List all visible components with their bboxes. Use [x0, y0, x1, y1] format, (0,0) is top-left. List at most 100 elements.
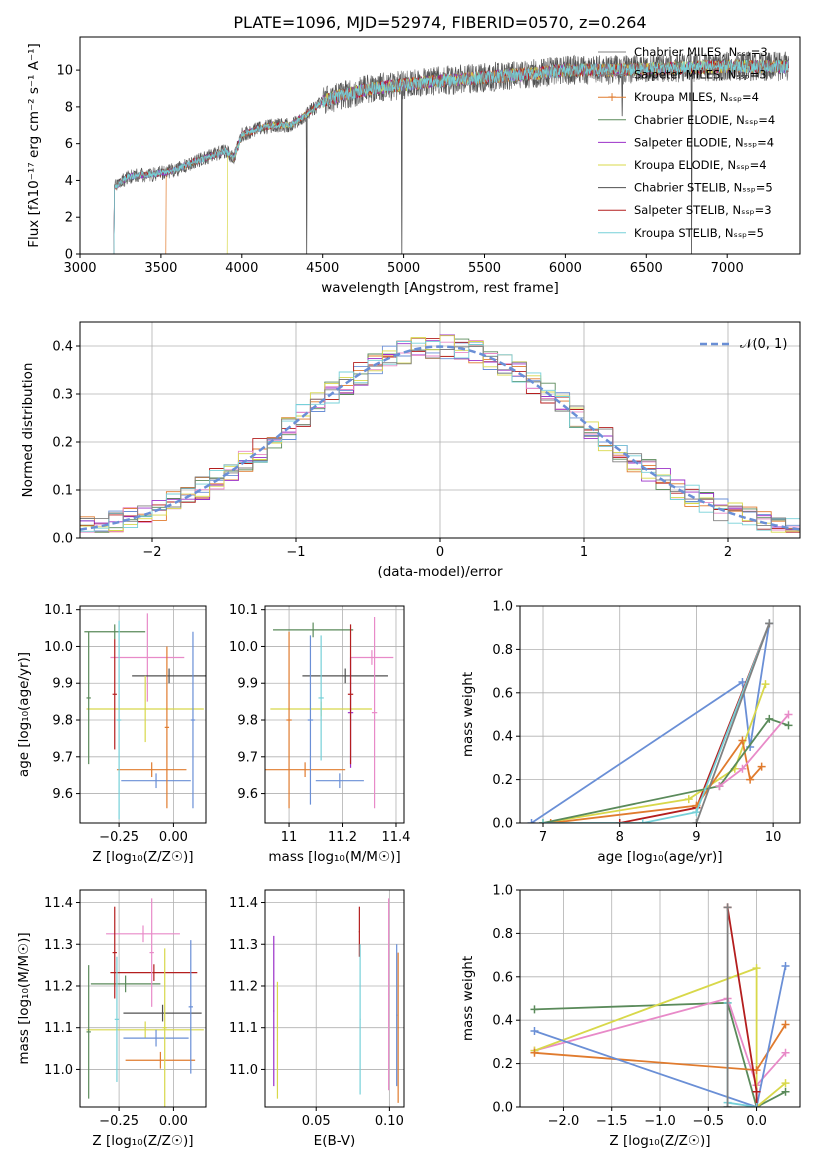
- x-tick-label: 6000: [549, 261, 582, 276]
- series-line: [726, 907, 758, 1107]
- legend-label: Kroupa STELIB, Nₛₛₚ=5: [634, 226, 764, 240]
- x-axis-label: Z [log₁₀(Z/Z☉)]: [92, 849, 193, 865]
- y-tick-label: 0: [65, 248, 73, 263]
- errorbar: [276, 981, 279, 1099]
- data-point: [738, 764, 747, 773]
- errorbar: [273, 935, 275, 1087]
- errorbar: [286, 631, 292, 809]
- errorbar: [397, 952, 399, 1103]
- y-tick-label: 0.8: [492, 643, 513, 658]
- y-tick-label: 0.8: [492, 927, 513, 942]
- x-tick-label: −1: [286, 545, 305, 560]
- x-axis-label: Z [log₁₀(Z/Z☉)]: [92, 1133, 193, 1149]
- errorbar: [350, 650, 394, 665]
- data-point: [692, 808, 701, 817]
- axes-frame: [79, 605, 207, 824]
- plot-area: [80, 334, 800, 538]
- data-point: [527, 819, 536, 823]
- y-tick-label: 11.3: [229, 938, 258, 953]
- chart-title: PLATE=1096, MJD=52974, FIBERID=0570, z=0…: [233, 13, 646, 32]
- x-tick-label: −2.0: [548, 1114, 580, 1129]
- data-point: [781, 1087, 790, 1096]
- x-tick-label: 7: [539, 830, 547, 845]
- data-point: [784, 721, 793, 730]
- data-point: [684, 795, 693, 804]
- x-axis-label: mass [log₁₀(M/M☉)]: [268, 849, 400, 865]
- errorbar: [125, 1051, 196, 1069]
- x-tick-label: 3500: [144, 261, 177, 276]
- gaussian-curve: [80, 345, 800, 531]
- x-axis-label: wavelength [Angstrom, rest frame]: [321, 280, 559, 296]
- x-tick-label: −0.25: [99, 1114, 139, 1129]
- errorbar: [307, 635, 314, 805]
- y-axis-label: Flux [fλ10⁻¹⁷ erg cm⁻² s⁻¹ A⁻¹]: [26, 43, 42, 248]
- errorbar: [116, 762, 187, 778]
- x-axis-label: age [log₁₀(age/yr)]: [597, 849, 722, 865]
- x-tick-label: 10: [765, 830, 782, 845]
- errorbar: [318, 635, 324, 761]
- errorbar: [123, 1029, 189, 1047]
- y-tick-label: 0.0: [492, 1101, 513, 1116]
- x-tick-label: −2: [142, 545, 161, 560]
- y-tick-label: 10.0: [44, 640, 73, 655]
- y-tick-label: 0.2: [492, 773, 513, 788]
- chart-weight_vs_age: 7 8 9 10 0.0 0.2 0.4 0.6 0.8 1.0 age [log₁₀(age/yr…: [460, 600, 801, 865]
- axes-frame: [79, 889, 207, 1108]
- y-tick-label: 0.2: [492, 1057, 513, 1072]
- y-tick-label: 9.9: [52, 677, 73, 692]
- x-tick-label: 3000: [63, 261, 96, 276]
- chart-mass_vs_Z: −0.25 0.00 11.0 11.1 11.2 11.3 11.4 Z [log₁₀(Z/…: [16, 889, 207, 1149]
- y-axis-label: mass weight: [460, 956, 476, 1041]
- y-axis-label: Normed distribution: [20, 363, 36, 498]
- legend-label: Salpeter STELIB, Nₛₛₚ=3: [634, 203, 772, 217]
- errorbar: [86, 675, 204, 743]
- x-tick-label: 0.10: [375, 1114, 404, 1129]
- y-tick-label: 11.2: [229, 979, 258, 994]
- x-tick-label: 5000: [387, 261, 420, 276]
- y-tick-label: 10.1: [44, 603, 73, 618]
- plot-area: [265, 617, 394, 809]
- x-tick-label: 0.00: [159, 1114, 188, 1129]
- y-tick-label: 9.7: [52, 750, 73, 765]
- x-tick-label: 11: [281, 830, 298, 845]
- series-line: [534, 1001, 786, 1107]
- chart-age_vs_mass: 11 11.2 11.4 9.6 9.7 9.8 9.9 10.0 10.1 mass [log₁…: [229, 603, 410, 865]
- y-tick-label: 0.4: [492, 1014, 513, 1029]
- x-tick-label: 2: [724, 545, 732, 560]
- x-tick-label: 4000: [225, 261, 258, 276]
- plot-area: [113, 50, 790, 254]
- x-tick-label: 8: [616, 830, 624, 845]
- y-tick-label: 11.2: [44, 979, 73, 994]
- chart-age_vs_Z: −0.25 0.00 9.6 9.7 9.8 9.9 10.0 10.1 Z [log₁₀(Z/…: [16, 603, 207, 865]
- errorbar: [358, 906, 360, 957]
- data-point: [638, 819, 647, 823]
- legend-label: Chabrier ELODIE, Nₛₛₚ=4: [634, 113, 775, 127]
- x-tick-label: 4500: [306, 261, 339, 276]
- y-tick-label: 4: [65, 174, 73, 189]
- y-tick-label: 11.4: [44, 896, 73, 911]
- y-tick-label: 11.3: [44, 938, 73, 953]
- axes-frame: [264, 605, 405, 824]
- x-tick-label: −0.5: [692, 1114, 724, 1129]
- legend-label: Chabrier STELIB, Nₛₛₚ=5: [634, 181, 773, 195]
- y-tick-label: 0.2: [52, 436, 73, 451]
- y-tick-label: 0.4: [492, 730, 513, 745]
- x-axis-label: (data-model)/error: [377, 564, 503, 580]
- data-point: [723, 903, 732, 912]
- chart-residuals: 𝒩(0, 1) −2 −1 0 1 2 0.0 0.1 0.2 0.3 0.4 (data-model…: [20, 321, 801, 580]
- y-axis-label: mass [log₁₀(M/M☉)]: [16, 932, 32, 1064]
- x-tick-label: 11.2: [328, 830, 357, 845]
- errorbar: [123, 1004, 202, 1022]
- errorbar: [112, 639, 117, 750]
- errorbar: [110, 964, 198, 981]
- x-tick-label: 1: [580, 545, 588, 560]
- y-tick-label: 6: [65, 137, 73, 152]
- errorbar: [371, 617, 378, 809]
- x-tick-label: −1.5: [596, 1114, 628, 1129]
- y-tick-label: 1.0: [492, 884, 513, 899]
- chart-mass_vs_EBV: 0.05 0.10 11.0 11.1 11.2 11.3 11.4 E(B-V): [229, 889, 405, 1149]
- data-point: [765, 619, 774, 628]
- y-tick-label: 10.0: [229, 640, 258, 655]
- errorbar: [110, 613, 185, 702]
- y-axis-label: age [log₁₀(age/yr)]: [16, 652, 32, 777]
